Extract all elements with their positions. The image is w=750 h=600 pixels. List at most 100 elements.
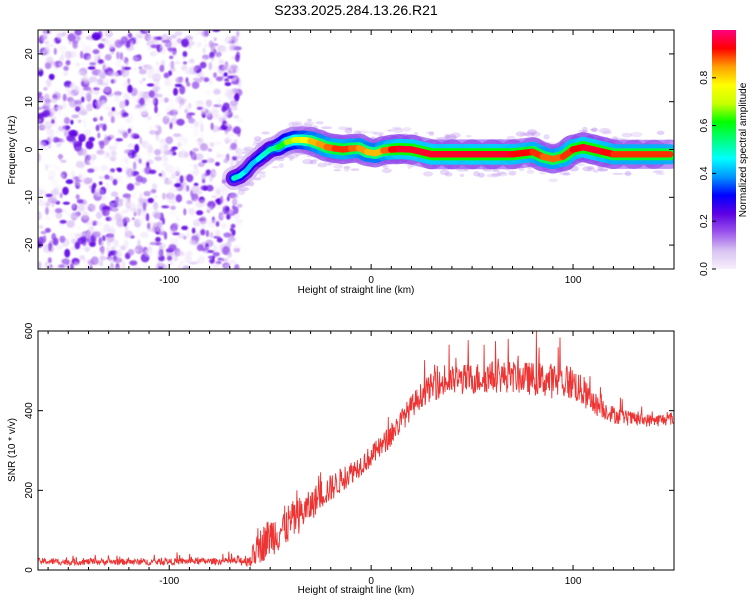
noise-blob — [180, 149, 187, 159]
halo-blob — [622, 172, 633, 175]
noise-blob — [219, 46, 228, 54]
noise-blob — [174, 31, 183, 36]
halo-blob — [261, 131, 270, 135]
noise-blob — [147, 70, 155, 79]
noise-blob — [166, 252, 175, 257]
halo-blob — [582, 126, 588, 133]
noise-blob — [76, 233, 85, 238]
noise-blob — [222, 102, 230, 111]
noise-blob — [127, 84, 133, 94]
noise-blob — [188, 43, 192, 49]
noise-blob — [51, 177, 59, 187]
noise-blob — [76, 199, 84, 204]
noise-blob — [43, 102, 51, 110]
noise-blob — [115, 138, 124, 142]
snr-y-label: SNR (10 * v/v) — [7, 418, 18, 482]
noise-blob — [230, 223, 236, 229]
noise-blob — [229, 44, 236, 51]
noise-blob — [45, 193, 53, 198]
snr-y-tick-label: 0 — [24, 567, 35, 573]
noise-blob — [110, 225, 115, 234]
noise-blob — [152, 73, 161, 82]
noise-blob — [48, 134, 55, 142]
noise-blob — [134, 143, 140, 153]
noise-blob — [117, 111, 122, 115]
noise-blob — [203, 186, 208, 191]
noise-blob — [114, 72, 120, 77]
noise-blob — [104, 54, 112, 61]
noise-blob — [59, 192, 63, 199]
noise-blob — [94, 100, 103, 107]
noise-blob — [204, 43, 208, 48]
colorbar-tick-label: 0.6 — [699, 118, 710, 132]
noise-blob — [82, 77, 90, 83]
noise-blob — [98, 181, 103, 186]
noise-blob — [98, 123, 104, 128]
noise-blob — [100, 241, 104, 247]
noise-blob — [67, 33, 76, 42]
noise-blob — [223, 158, 229, 164]
noise-blob — [163, 72, 170, 79]
noise-blob — [192, 219, 201, 227]
noise-blob — [110, 191, 119, 197]
noise-blob — [182, 51, 188, 58]
noise-blob — [110, 79, 115, 84]
noise-blob — [116, 51, 120, 60]
noise-blob — [183, 208, 187, 216]
noise-blob — [156, 225, 164, 234]
noise-blob — [209, 142, 215, 148]
noise-blob — [96, 211, 103, 220]
noise-blob — [92, 49, 100, 55]
halo-blob — [392, 127, 404, 134]
noise-blob — [204, 30, 210, 37]
noise-blob — [152, 222, 159, 228]
noise-blob — [87, 168, 95, 173]
noise-blob — [206, 255, 213, 261]
noise-blob — [74, 233, 78, 239]
noise-blob — [102, 205, 111, 211]
noise-blob — [104, 174, 110, 180]
noise-blob — [50, 115, 58, 121]
noise-blob — [186, 250, 193, 258]
figure-title: S233.2025.284.13.26.R21 — [274, 2, 438, 18]
noise-blob — [99, 254, 104, 262]
noise-blob — [129, 260, 138, 266]
noise-blob — [234, 93, 240, 102]
noise-blob — [58, 154, 63, 161]
halo-blob — [249, 181, 254, 188]
noise-blob — [127, 249, 135, 256]
noise-blob — [121, 260, 126, 269]
noise-blob — [134, 181, 141, 186]
noise-blob — [74, 30, 82, 36]
noise-blob — [167, 255, 173, 261]
snr-frame — [37, 330, 675, 571]
halo-blob — [450, 132, 461, 139]
noise-blob — [84, 263, 91, 269]
noise-blob — [80, 87, 85, 97]
noise-blob — [181, 225, 189, 231]
noise-blob — [169, 122, 173, 130]
halo-blob — [459, 173, 465, 178]
noise-blob — [193, 164, 198, 169]
halo-blob — [486, 173, 499, 178]
halo-blob — [234, 155, 244, 160]
noise-blob — [48, 73, 55, 81]
noise-blob — [78, 133, 86, 143]
noise-blob — [85, 104, 91, 109]
noise-blob — [212, 112, 218, 116]
halo-blob — [624, 170, 632, 177]
noise-blob — [65, 210, 72, 217]
noise-blob — [216, 237, 223, 243]
noise-blob — [186, 174, 194, 183]
noise-blob — [162, 192, 166, 200]
noise-blob — [184, 266, 188, 269]
noise-blob — [64, 248, 71, 258]
noise-blob — [89, 177, 93, 183]
halo-blob — [302, 158, 314, 165]
noise-blob — [40, 35, 50, 43]
halo-blob — [497, 171, 507, 175]
noise-blob — [62, 186, 69, 196]
spectrogram-x-tick-label: 100 — [565, 275, 582, 286]
noise-blob — [146, 161, 150, 168]
noise-blob — [137, 239, 141, 249]
